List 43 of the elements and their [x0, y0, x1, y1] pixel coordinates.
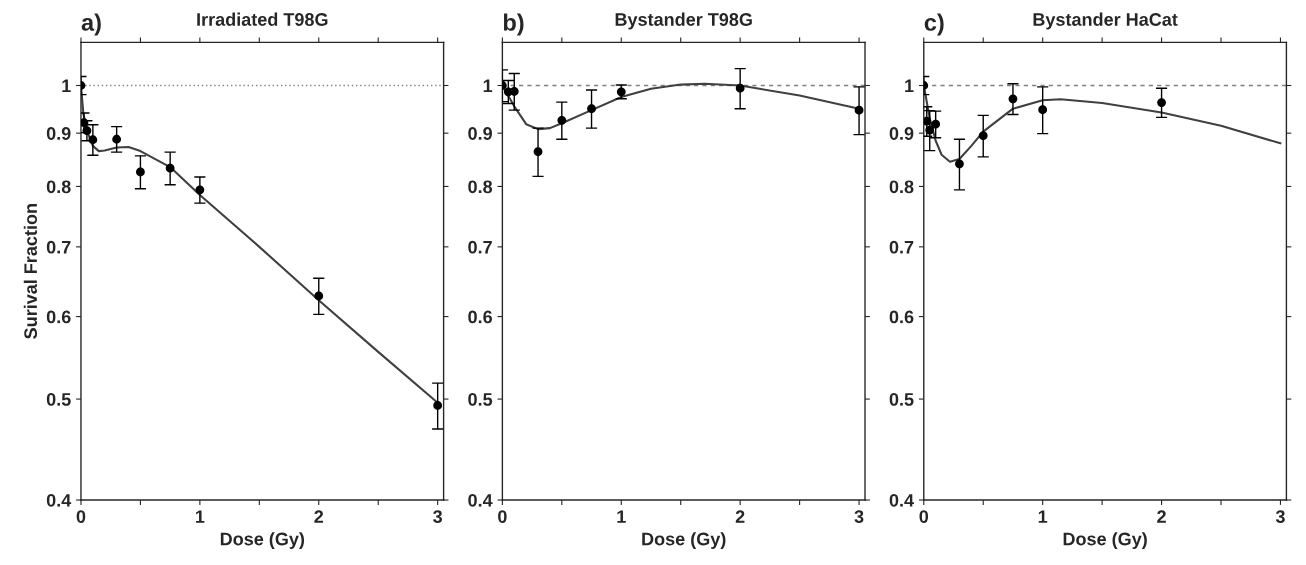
x-tick-label: 1 [1038, 510, 1048, 523]
x-axis-title: Dose (Gy) [220, 532, 305, 549]
y-tick-label: 0.9 [889, 127, 914, 140]
chart-title: Irradiated T98G [197, 12, 328, 26]
x-tick-label: 1 [617, 510, 626, 523]
y-tick-label: 0.9 [468, 127, 492, 140]
y-tick-label: 0.7 [468, 240, 492, 254]
y-tick-label: 0.6 [468, 310, 492, 324]
x-tick-label: 3 [433, 510, 443, 524]
x-tick-label: 2 [314, 510, 324, 523]
y-tick-label: 0.8 [889, 180, 914, 194]
text: a) [81, 13, 101, 36]
y-tick-label: 0.6 [889, 310, 914, 324]
x-tick-label: 2 [1157, 510, 1166, 523]
x-tick-label: 1 [195, 510, 205, 523]
y-tick-label: 0.4 [46, 493, 72, 507]
x-axis-title: Dose (Gy) [642, 532, 726, 549]
x-tick-label: 3 [854, 510, 864, 524]
x-tick-label: 3 [1275, 510, 1285, 524]
x-tick-label: 0 [76, 510, 86, 524]
y-tick-label: 0.9 [46, 127, 71, 140]
y-tick-label: 1 [62, 79, 71, 93]
chart-title: Bystander T98G [615, 12, 752, 30]
x-tick-label: 0 [919, 510, 929, 524]
x-tick-label: 0 [498, 510, 507, 524]
text: b) [503, 13, 524, 36]
y-tick-label: 0.8 [468, 180, 493, 194]
x-tick-label: 2 [735, 510, 745, 523]
y-tick-label: 0.6 [46, 310, 71, 324]
y-tick-label: 0.8 [46, 180, 71, 194]
y-tick-label: 0.5 [46, 393, 71, 406]
chart-title: Bystander HaCat [1033, 12, 1178, 30]
x-axis-title: Dose (Gy) [1063, 532, 1147, 549]
y-tick-label: 1 [483, 79, 493, 93]
y-tick-label: 1 [905, 79, 914, 93]
y-tick-label: 0.4 [468, 493, 493, 507]
y-tick-label: 0.5 [468, 393, 493, 406]
text: c) [924, 13, 944, 36]
y-axis-title: Surival Fraction [23, 204, 38, 339]
y-tick-label: 0.4 [889, 493, 914, 507]
y-tick-label: 0.7 [889, 240, 914, 254]
y-tick-label: 0.5 [889, 393, 914, 406]
y-tick-label: 0.7 [46, 240, 71, 254]
